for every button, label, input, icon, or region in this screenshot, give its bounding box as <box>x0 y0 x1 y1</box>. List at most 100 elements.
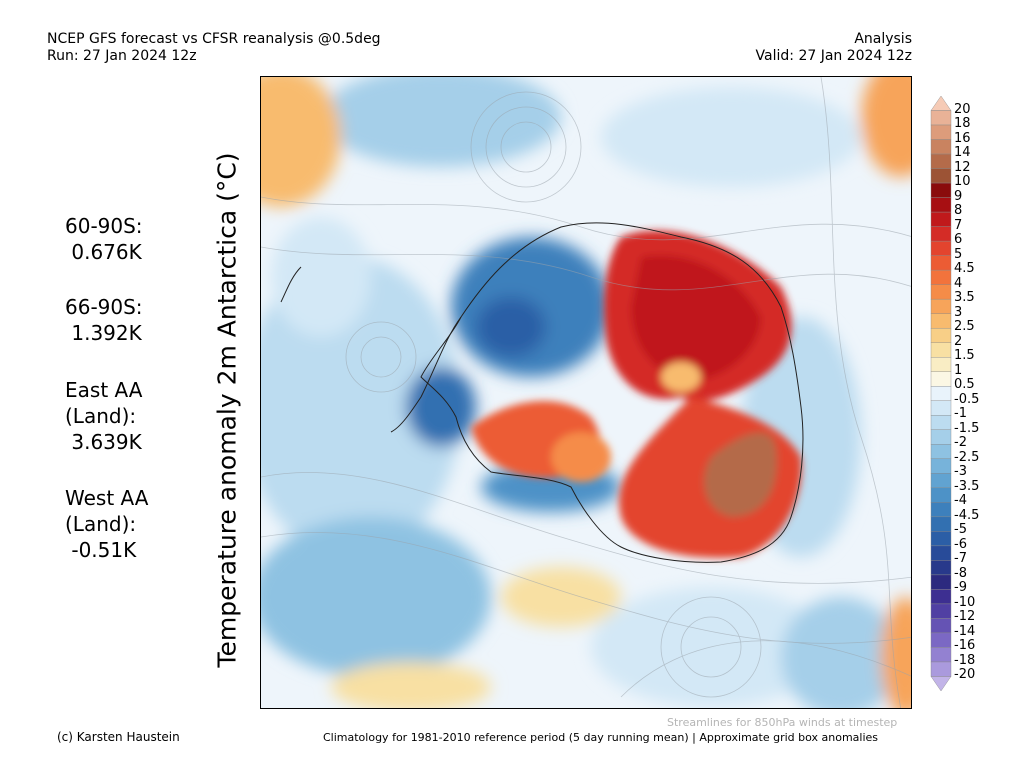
colorbar-tick-label: 1 <box>954 362 963 378</box>
colorbar-swatch <box>930 197 952 213</box>
colorbar-tick-label: -2 <box>954 435 967 451</box>
colorbar-swatch <box>930 632 952 648</box>
colorbar-swatch <box>930 240 952 256</box>
map-title: NCEP GFS forecast vs CFSR reanalysis @0.… <box>47 31 381 65</box>
colorbar-tick-label: -8 <box>954 565 967 581</box>
colorbar-swatch <box>930 618 952 634</box>
colorbar-swatch <box>930 139 952 155</box>
y-axis-label: Temperature anomaly 2m Antarctica (°C) <box>212 152 242 668</box>
colorbar-swatch <box>930 168 952 184</box>
colorbar-swatch <box>930 473 952 489</box>
colorbar-tick-label: 3 <box>954 304 963 320</box>
colorbar-tick-label: -14 <box>954 623 976 639</box>
colorbar-tick-label: -1 <box>954 406 967 422</box>
colorbar-tick-label: -3 <box>954 464 967 480</box>
colorbar-swatch <box>930 371 952 387</box>
colorbar-swatch <box>930 255 952 271</box>
streamlines-note: Streamlines for 850hPa winds at timestep <box>667 716 898 729</box>
colorbar-swatch <box>930 516 952 532</box>
title-line-2: Run: 27 Jan 2024 12z <box>47 48 197 64</box>
colorbar-swatch <box>930 386 952 401</box>
colorbar-tick-label: 6 <box>954 232 963 248</box>
colorbar-swatch <box>930 545 952 561</box>
stat-66-90s: 66-90S: 1.392K <box>65 295 143 345</box>
south-america-coastline <box>280 266 302 303</box>
colorbar-swatch <box>930 574 952 590</box>
colorbar-tick-label: 16 <box>954 130 971 146</box>
colorbar-swatch <box>930 182 952 198</box>
title-line-1: NCEP GFS forecast vs CFSR reanalysis @0.… <box>47 31 381 47</box>
colorbar-tick-label: -4 <box>954 493 967 509</box>
colorbar-swatch <box>930 284 952 300</box>
colorbar-swatch <box>930 313 952 329</box>
colorbar-swatch <box>930 226 952 242</box>
colorbar-tick-label: 1.5 <box>954 348 975 364</box>
colorbar-tick-label: -0.5 <box>954 391 980 407</box>
colorbar-tick-label: 9 <box>954 188 963 204</box>
stat-west-aa: West AA (Land): -0.51K <box>65 486 149 562</box>
colorbar-tick-label: 3.5 <box>954 290 975 306</box>
colorbar-tick-label: 0.5 <box>954 377 975 393</box>
colorbar-swatch <box>930 298 952 314</box>
colorbar-tick-label: 2 <box>954 333 963 349</box>
colorbar-swatch <box>930 429 952 445</box>
colorbar-tick-label: -10 <box>954 594 976 610</box>
anomaly-map <box>260 76 912 709</box>
colorbar-tick-label: -9 <box>954 580 967 596</box>
colorbar-tick-label: 7 <box>954 217 963 233</box>
colorbar-tick-label: -2.5 <box>954 449 980 465</box>
colorbar-swatch <box>930 400 952 416</box>
colorbar-swatch <box>930 327 952 343</box>
colorbar-tick-label: -4.5 <box>954 507 980 523</box>
colorbar-tick-label: 18 <box>954 116 971 132</box>
antarctica-coastline <box>420 222 804 563</box>
colorbar-tick-label: 14 <box>954 145 971 161</box>
colorbar-tick-label: 8 <box>954 203 963 219</box>
colorbar-tick-label: 5 <box>954 246 963 262</box>
colorbar-swatch <box>930 357 952 372</box>
colorbar-swatch <box>930 153 952 169</box>
colorbar-tick-label: 2.5 <box>954 319 975 335</box>
colorbar-tick-label: 12 <box>954 159 971 175</box>
colorbar-swatch <box>930 211 952 227</box>
colorbar-swatch <box>930 502 952 518</box>
colorbar-tick-label: -18 <box>954 652 976 668</box>
colorbar-tick-label: -5 <box>954 522 967 538</box>
colorbar-tick-label: -20 <box>954 667 976 683</box>
colorbar-swatch <box>930 603 952 619</box>
colorbar-tick-label: -6 <box>954 536 967 552</box>
colorbar-swatch <box>930 676 952 692</box>
colorbar-swatch <box>930 444 952 460</box>
stat-60-90s: 60-90S: 0.676K <box>65 214 143 264</box>
valid-time: Valid: 27 Jan 2024 12z <box>755 48 912 64</box>
colorbar-swatch <box>930 342 952 358</box>
colorbar-swatch <box>930 415 952 430</box>
colorbar-swatch <box>930 110 952 126</box>
colorbar-swatch <box>930 124 952 140</box>
anomaly-field <box>261 77 911 708</box>
colorbar <box>930 95 952 692</box>
colorbar-swatch <box>930 661 952 677</box>
colorbar-swatch <box>930 487 952 503</box>
colorbar-tick-label: 4 <box>954 275 963 291</box>
colorbar-swatch <box>930 458 952 474</box>
colorbar-tick-label: 20 <box>954 101 971 117</box>
colorbar-tick-label: -7 <box>954 551 967 567</box>
colorbar-tick-label: -1.5 <box>954 420 980 436</box>
colorbar-swatch <box>930 647 952 663</box>
colorbar-tick-label: -12 <box>954 609 976 625</box>
colorbar-swatch <box>930 531 952 547</box>
colorbar-swatch <box>930 560 952 576</box>
stat-east-aa: East AA (Land): 3.639K <box>65 378 143 454</box>
credit: (c) Karsten Haustein <box>57 730 180 744</box>
colorbar-tick-label: 10 <box>954 174 971 190</box>
climatology-note: Climatology for 1981-2010 reference peri… <box>323 731 879 744</box>
analysis-label: Analysis <box>854 31 912 47</box>
colorbar-tick-label: -3.5 <box>954 478 980 494</box>
colorbar-tick-label: 4.5 <box>954 261 975 277</box>
colorbar-swatch <box>930 95 952 111</box>
valid-info: Analysis Valid: 27 Jan 2024 12z <box>756 31 912 65</box>
warm-anomaly-east <box>471 230 802 558</box>
peninsula-coastline <box>390 316 462 433</box>
colorbar-tick-label: -16 <box>954 638 976 654</box>
